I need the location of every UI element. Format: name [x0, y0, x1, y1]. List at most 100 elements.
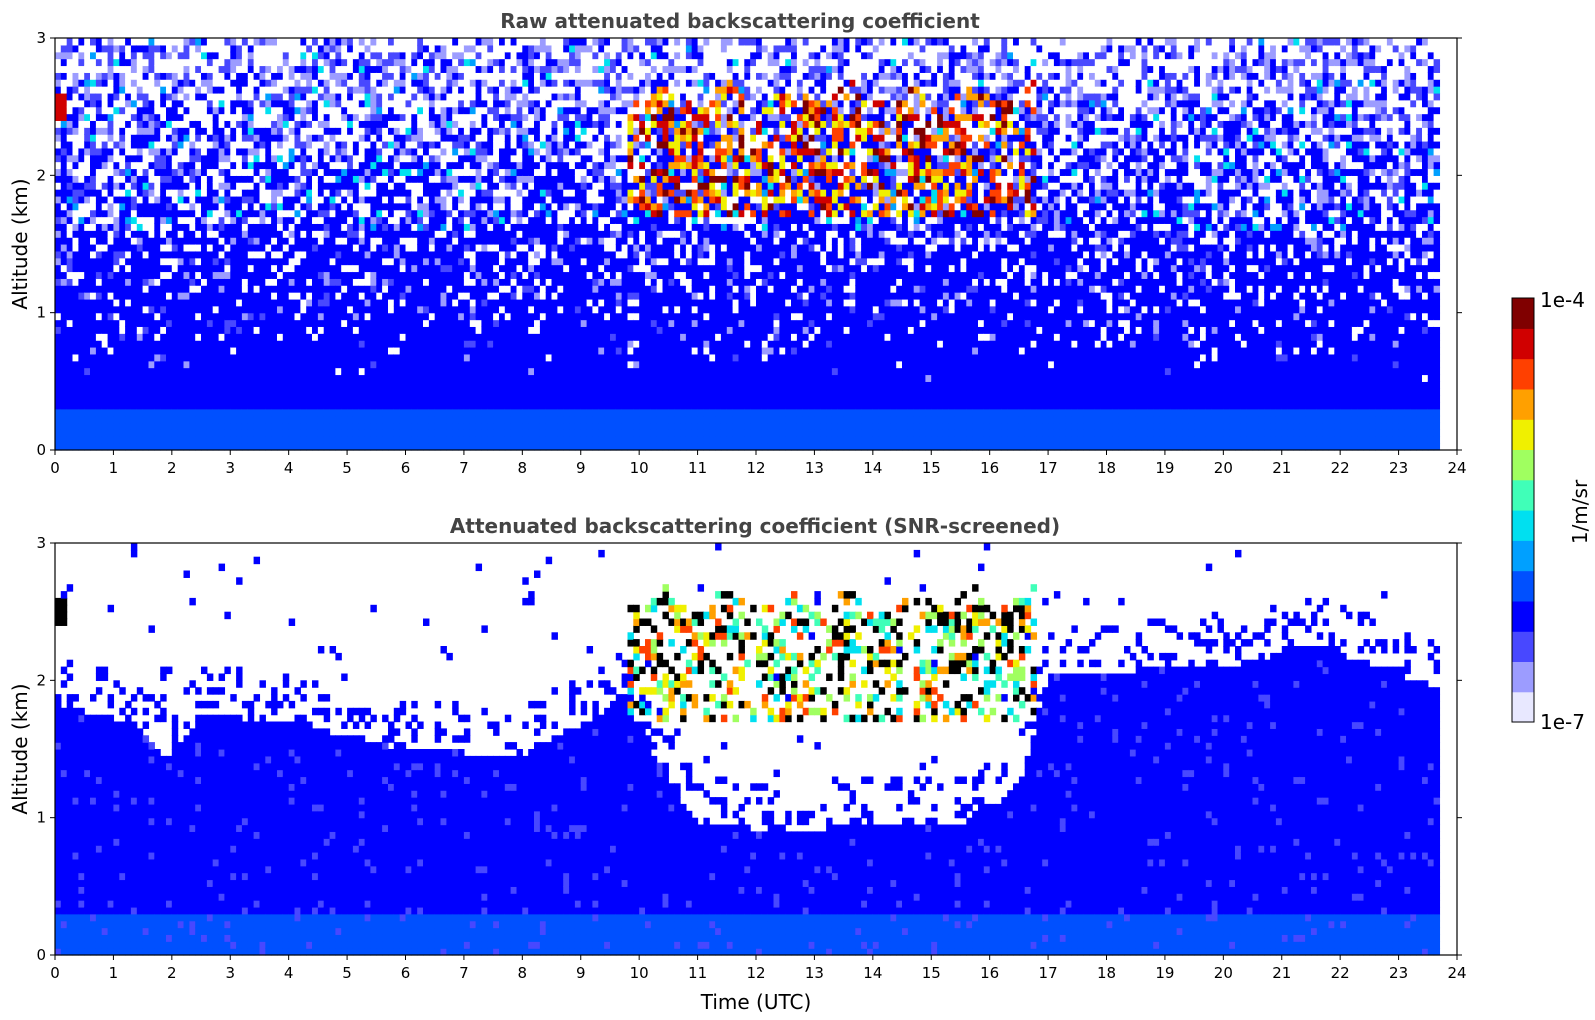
- heatmap-cell: [55, 52, 61, 59]
- heatmap-cell: [102, 354, 108, 361]
- heatmap-cell: [528, 162, 534, 169]
- heatmap-cell: [283, 292, 289, 299]
- heatmap-cell: [73, 395, 79, 402]
- heatmap-cell: [347, 182, 353, 189]
- heatmap-cell: [230, 375, 236, 382]
- heatmap-cell: [411, 292, 417, 299]
- heatmap-cell: [376, 148, 382, 155]
- heatmap-cell: [493, 416, 499, 423]
- heatmap-cell: [143, 66, 149, 73]
- heatmap-cell: [265, 375, 271, 382]
- heatmap-cell: [213, 368, 219, 375]
- heatmap-cell: [166, 326, 172, 333]
- heatmap-cell: [277, 395, 283, 402]
- heatmap-cell: [528, 196, 534, 203]
- heatmap-cell: [178, 86, 184, 93]
- heatmap-cell: [283, 278, 289, 285]
- heatmap-cell: [353, 292, 359, 299]
- heatmap-cell: [119, 354, 125, 361]
- heatmap-cell: [149, 100, 155, 107]
- heatmap-cell: [505, 402, 511, 409]
- heatmap-cell: [452, 272, 458, 279]
- heatmap-cell: [289, 93, 295, 100]
- heatmap-cell: [73, 381, 79, 388]
- heatmap-cell: [172, 148, 178, 155]
- heatmap-cell: [522, 388, 528, 395]
- heatmap-cell: [189, 52, 195, 59]
- heatmap-cell: [406, 114, 412, 121]
- heatmap-cell: [359, 52, 365, 59]
- heatmap-cell: [61, 79, 67, 86]
- heatmap-cell: [400, 402, 406, 409]
- heatmap-cell: [376, 347, 382, 354]
- heatmap-cell: [394, 100, 400, 107]
- heatmap-cell: [143, 347, 149, 354]
- heatmap-cell: [458, 423, 464, 430]
- heatmap-cell: [335, 436, 341, 443]
- heatmap-cell: [528, 175, 534, 182]
- heatmap-cell: [108, 182, 114, 189]
- heatmap-cell: [388, 299, 394, 306]
- heatmap-cell: [476, 416, 482, 423]
- heatmap-cell: [353, 114, 359, 121]
- heatmap-cell: [254, 155, 260, 162]
- heatmap-cell: [429, 45, 435, 52]
- heatmap-cell: [353, 155, 359, 162]
- heatmap-cell: [435, 237, 441, 244]
- heatmap-cell: [143, 292, 149, 299]
- heatmap-cell: [324, 189, 330, 196]
- heatmap-cell: [487, 79, 493, 86]
- heatmap-cell: [347, 423, 353, 430]
- heatmap-cell: [353, 52, 359, 59]
- heatmap-cell: [189, 395, 195, 402]
- heatmap-cell: [224, 86, 230, 93]
- heatmap-cell: [423, 340, 429, 347]
- heatmap-cell: [137, 326, 143, 333]
- heatmap-cell: [149, 375, 155, 382]
- heatmap-cell: [481, 217, 487, 224]
- heatmap-cell: [230, 182, 236, 189]
- heatmap-cell: [131, 155, 137, 162]
- heatmap-cell: [300, 251, 306, 258]
- heatmap-cell: [248, 107, 254, 114]
- heatmap-cell: [207, 148, 213, 155]
- heatmap-cell: [265, 59, 271, 66]
- heatmap-cell: [55, 320, 61, 327]
- heatmap-cell: [201, 237, 207, 244]
- heatmap-cell: [184, 423, 190, 430]
- heatmap-cell: [172, 127, 178, 134]
- heatmap-cell: [324, 175, 330, 182]
- heatmap-cell: [300, 278, 306, 285]
- heatmap-cell: [370, 86, 376, 93]
- heatmap-cell: [131, 333, 137, 340]
- heatmap-cell: [359, 381, 365, 388]
- heatmap-cell: [493, 155, 499, 162]
- heatmap-cell: [300, 134, 306, 141]
- heatmap-cell: [341, 45, 347, 52]
- heatmap-cell: [388, 155, 394, 162]
- heatmap-cell: [376, 210, 382, 217]
- heatmap-cell: [318, 59, 324, 66]
- heatmap-cell: [481, 244, 487, 251]
- heatmap-cell: [143, 313, 149, 320]
- heatmap-cell: [224, 258, 230, 265]
- heatmap-cell: [511, 120, 517, 127]
- heatmap-cell: [125, 217, 131, 224]
- heatmap-cell: [90, 347, 96, 354]
- heatmap-cell: [96, 244, 102, 251]
- heatmap-cell: [335, 79, 341, 86]
- heatmap-cell: [476, 333, 482, 340]
- heatmap-cell: [499, 79, 505, 86]
- heatmap-cell: [143, 148, 149, 155]
- heatmap-cell: [411, 66, 417, 73]
- heatmap-cell: [487, 361, 493, 368]
- heatmap-cell: [370, 409, 376, 416]
- heatmap-cell: [487, 416, 493, 423]
- heatmap-cell: [295, 79, 301, 86]
- heatmap-cell: [476, 141, 482, 148]
- heatmap-cell: [67, 361, 73, 368]
- heatmap-cell: [143, 340, 149, 347]
- heatmap-cell: [78, 388, 84, 395]
- heatmap-cell: [359, 258, 365, 265]
- heatmap-cell: [452, 347, 458, 354]
